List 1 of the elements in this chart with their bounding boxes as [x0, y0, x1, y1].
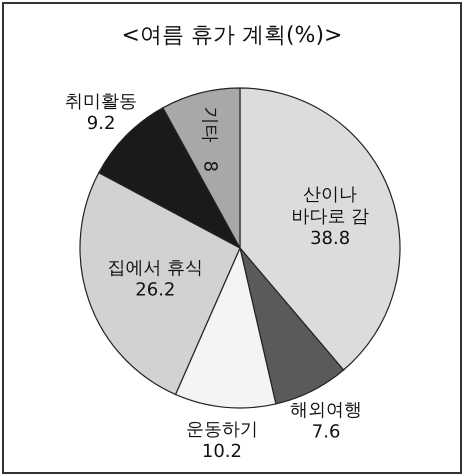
title: <여름 휴가 계획(%)> [122, 23, 342, 48]
